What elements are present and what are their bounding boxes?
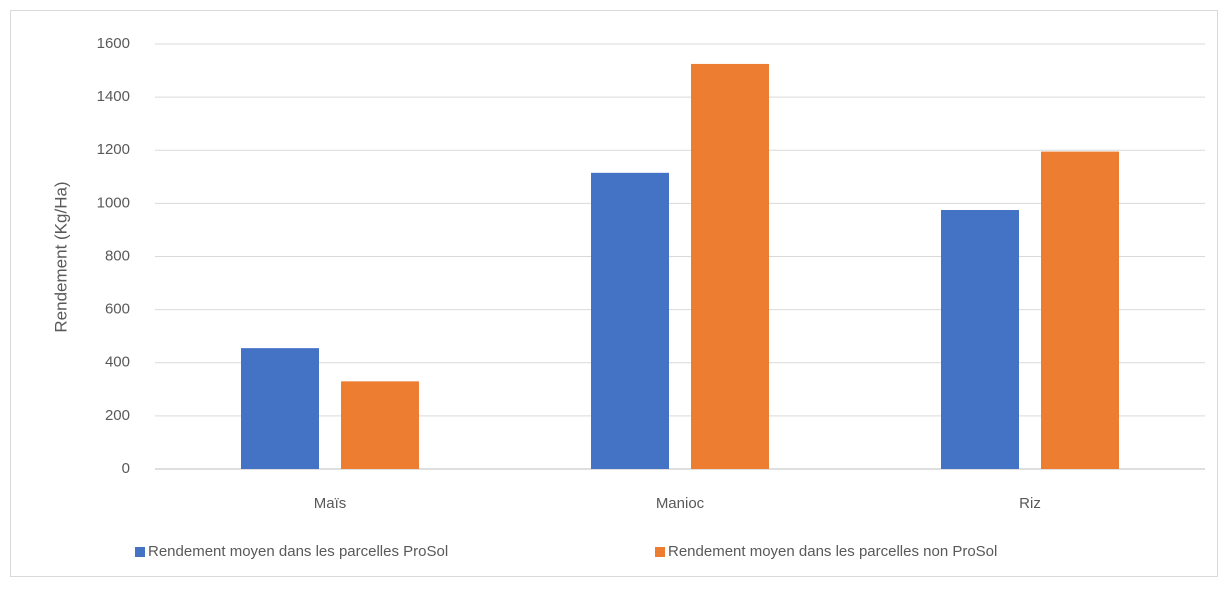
y-tick-label: 200 — [105, 407, 130, 424]
x-tick-label: Riz — [1019, 495, 1041, 512]
legend-label: Rendement moyen dans les parcelles non P… — [668, 543, 997, 560]
legend-swatch — [655, 547, 665, 557]
bar — [341, 381, 419, 469]
bar — [941, 210, 1019, 469]
legend-swatch — [135, 547, 145, 557]
y-tick-label: 400 — [105, 354, 130, 371]
bar — [1041, 151, 1119, 469]
y-tick-label: 1600 — [97, 35, 130, 52]
y-tick-label: 1000 — [97, 194, 130, 211]
x-tick-label: Maïs — [314, 495, 347, 512]
y-tick-label: 0 — [122, 460, 130, 477]
bar — [241, 348, 319, 469]
y-tick-label: 600 — [105, 301, 130, 318]
y-tick-label: 1200 — [97, 141, 130, 158]
legend-label: Rendement moyen dans les parcelles ProSo… — [148, 543, 448, 560]
y-axis-label: Rendement (Kg/Ha) — [51, 181, 70, 332]
y-tick-label: 800 — [105, 247, 130, 264]
y-tick-label: 1400 — [97, 88, 130, 105]
bar — [691, 63, 769, 469]
bar — [591, 172, 669, 469]
x-tick-label: Manioc — [656, 495, 705, 512]
